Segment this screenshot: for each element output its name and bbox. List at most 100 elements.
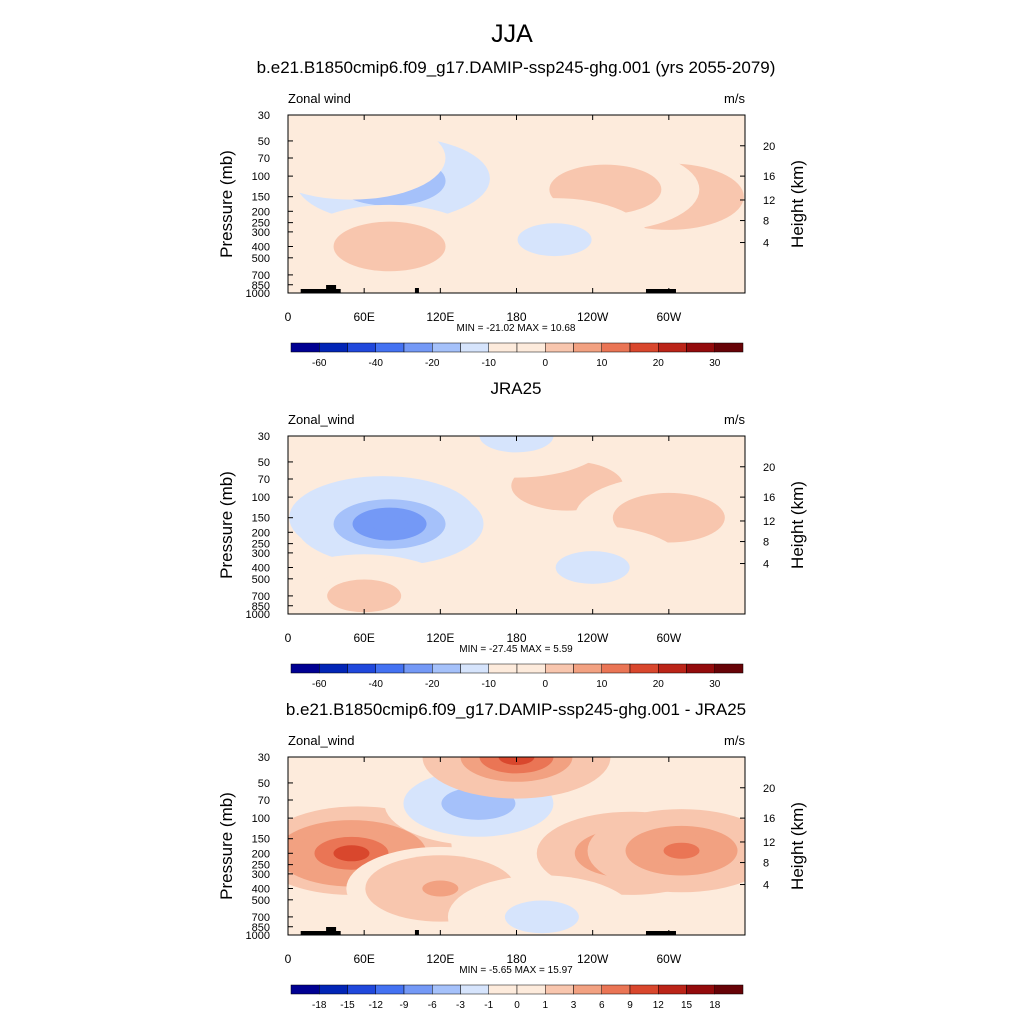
colorbar-label: 0 (542, 679, 548, 690)
y-tick-label: 30 (258, 431, 270, 443)
colorbar-box (629, 342, 659, 353)
y-right-axis-label: Height (km) (788, 481, 807, 569)
y-right-tick-label: 8 (763, 537, 769, 549)
contour-region (460, 795, 497, 812)
y-tick-label: 200 (252, 206, 270, 218)
y-tick-label: 50 (258, 457, 270, 469)
colorbar-box (516, 984, 546, 995)
colorbar-box (347, 342, 376, 353)
colorbar-box (432, 663, 461, 674)
colorbar-box (375, 663, 405, 674)
topography (414, 930, 419, 935)
contour-region (333, 845, 370, 862)
colorbar-label: 18 (709, 1000, 721, 1011)
topography (326, 927, 337, 935)
colorbar-label: -15 (340, 1000, 355, 1011)
colorbar-label: -6 (428, 1000, 437, 1011)
y-tick-label: 300 (252, 548, 270, 560)
y-right-tick-label: 8 (763, 858, 769, 870)
colorbar-box (714, 663, 744, 674)
x-tick-label: 60W (656, 310, 681, 324)
panel-title: JRA25 (490, 379, 541, 398)
y-right-tick-label: 12 (763, 516, 775, 528)
y-tick-label: 850 (252, 922, 270, 934)
y-axis-label: Pressure (mb) (217, 471, 236, 579)
y-tick-label: 100 (252, 492, 270, 504)
contour-region (479, 757, 554, 774)
y-tick-label: 400 (252, 562, 270, 574)
y-tick-label: 70 (258, 474, 270, 486)
x-tick-label: 120E (426, 952, 454, 966)
x-tick-label: 60E (353, 631, 374, 645)
x-tick-label: 180 (506, 310, 526, 324)
colorbar-label: -1 (484, 1000, 493, 1011)
y-right-tick-label: 12 (763, 837, 775, 849)
colorbar-box (460, 663, 489, 674)
variable-label: Zonal wind (288, 91, 351, 106)
panel-title: b.e21.B1850cmip6.f09_g17.DAMIP-ssp245-gh… (286, 700, 746, 719)
y-tick-label: 30 (258, 110, 270, 122)
colorbar-box (714, 342, 744, 353)
x-tick-label: 0 (285, 631, 292, 645)
y-tick-label: 700 (252, 270, 270, 282)
colorbar-box (601, 342, 631, 353)
contour-region (346, 587, 383, 604)
colorbar-box (573, 663, 602, 674)
colorbar-box (686, 984, 715, 995)
topography (300, 931, 341, 935)
y-tick-label: 100 (252, 813, 270, 825)
colorbar-label: 30 (709, 679, 721, 690)
colorbar-box (488, 984, 518, 995)
y-tick-label: 250 (252, 218, 270, 230)
colorbar-label: -10 (482, 358, 497, 369)
y-tick-label: 400 (252, 883, 270, 895)
colorbar-label: -20 (425, 358, 440, 369)
colorbar-label: -40 (369, 358, 384, 369)
contour-region (536, 231, 573, 248)
colorbar-box (347, 984, 376, 995)
y-tick-label: 200 (252, 527, 270, 539)
y-right-tick-label: 4 (763, 238, 769, 250)
y-right-tick-label: 16 (763, 813, 775, 825)
y-right-tick-label: 8 (763, 216, 769, 228)
x-tick-label: 0 (285, 952, 292, 966)
y-tick-label: 100 (252, 171, 270, 183)
y-tick-label: 150 (252, 834, 270, 846)
y-axis-label: Pressure (mb) (217, 150, 236, 258)
colorbar-box (375, 984, 405, 995)
heatmap-field (288, 115, 745, 293)
colorbar-box (686, 663, 715, 674)
y-right-tick-label: 16 (763, 492, 775, 504)
y-tick-label: 150 (252, 192, 270, 204)
x-tick-label: 120W (577, 310, 609, 324)
x-tick-label: 60E (353, 952, 374, 966)
colorbar-box (460, 342, 489, 353)
colorbar-box (658, 342, 687, 353)
y-tick-label: 500 (252, 895, 270, 907)
y-right-tick-label: 16 (763, 171, 775, 183)
y-right-tick-label: 20 (763, 783, 775, 795)
colorbar-label: -60 (312, 679, 327, 690)
colorbar-label: 0 (542, 358, 548, 369)
x-tick-label: 60W (656, 952, 681, 966)
colorbar-box (601, 984, 631, 995)
colorbar-label: -9 (400, 1000, 409, 1011)
colorbar-box (714, 984, 744, 995)
colorbar-label: 30 (709, 358, 721, 369)
x-tick-label: 0 (285, 310, 292, 324)
contour-region (422, 880, 459, 897)
contour-region (371, 238, 408, 255)
min-max-label: MIN = -21.02 MAX = 10.68 (457, 323, 576, 334)
y-tick-label: 70 (258, 153, 270, 165)
y-right-tick-label: 12 (763, 195, 775, 207)
contour-region (574, 559, 611, 576)
colorbar-box (403, 984, 433, 995)
panel-title: b.e21.B1850cmip6.f09_g17.DAMIP-ssp245-gh… (257, 58, 776, 77)
colorbar-box (432, 984, 461, 995)
units-label: m/s (724, 91, 745, 106)
colorbar-box (488, 663, 518, 674)
units-label: m/s (724, 412, 745, 427)
contour-region (587, 181, 624, 198)
